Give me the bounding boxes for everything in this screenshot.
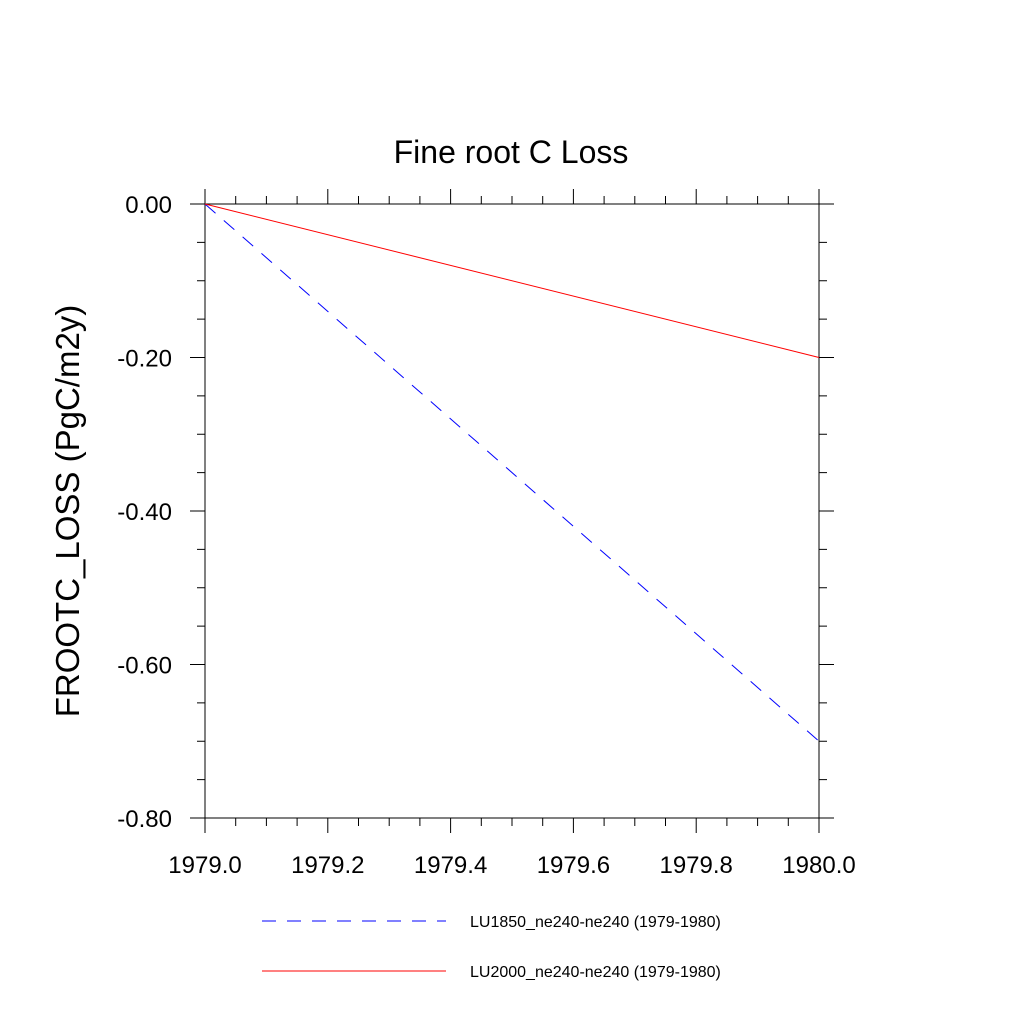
x-tick-label: 1979.4 (414, 852, 487, 879)
x-tick-label: 1979.0 (168, 852, 241, 879)
legend-label-1: LU1850_ne240-ne240 (1979-1980) (470, 914, 721, 931)
y-tick-label: -0.20 (117, 346, 172, 373)
y-tick-label: -0.80 (117, 806, 172, 833)
plot-frame (204, 203, 820, 819)
series-lines (204, 203, 820, 742)
legend-label-2: LU2000_ne240-ne240 (1979-1980) (470, 964, 721, 981)
x-tick-label: 1979.8 (659, 852, 732, 879)
y-tick-label: -0.40 (117, 499, 172, 526)
chart-title: Fine root C Loss (394, 134, 629, 170)
x-tick-label: 1980.0 (782, 852, 855, 879)
x-tick-label: 1979.6 (537, 852, 610, 879)
tick-labels: 1979.0 1979.2 1979.4 1979.6 1979.8 1980.0 0.00… (117, 192, 855, 879)
y-axis-label: FROOTC_LOSS (PgC/m2y) (49, 305, 86, 718)
legend: LU1850_ne240-ne240 (1979-1980) LU2000_ne2… (262, 914, 721, 981)
series-line-1 (204, 203, 820, 742)
x-tick-label: 1979.2 (291, 852, 364, 879)
y-tick-label: -0.60 (117, 653, 172, 680)
y-tick-label: 0.00 (125, 192, 172, 219)
ticks (190, 189, 834, 833)
series-line-2 (204, 203, 820, 358)
